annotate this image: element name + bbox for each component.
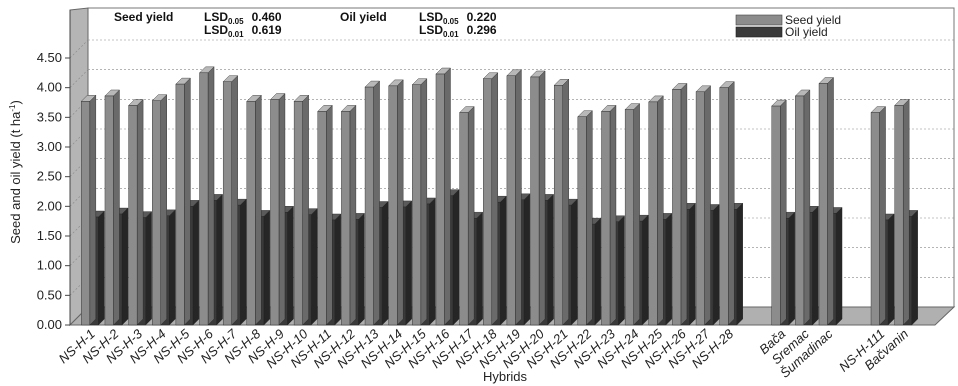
bar: [411, 78, 428, 326]
bar: [482, 72, 499, 326]
y-tick-label: 0.50: [37, 287, 62, 302]
bar: [818, 77, 834, 326]
y-axis-title-sup: -1: [8, 104, 17, 112]
bar: [553, 78, 570, 326]
bar: [459, 106, 475, 326]
lsd-sub: 0.01: [443, 30, 459, 39]
bar: [151, 94, 168, 326]
y-tick-label: 4.00: [37, 80, 62, 95]
x-axis-title: Hybrids: [483, 369, 528, 384]
legend-label-oil: Oil yield: [785, 25, 828, 39]
bar: [794, 89, 811, 326]
bar: [648, 95, 664, 326]
bar: [293, 94, 310, 326]
seed-lsd-001: LSD0.01 0.619: [204, 23, 282, 39]
legend-label-seed: Seed yield: [785, 13, 841, 27]
y-tick-label: 0.00: [37, 317, 62, 332]
bar: [771, 99, 787, 326]
seed-lsd-label: Seed yield: [114, 10, 173, 24]
y-tick-label: 1.50: [37, 228, 62, 243]
seed-lsd-005: LSD0.05 0.460: [204, 10, 282, 26]
bar: [269, 93, 286, 326]
y-tick-label: 4.50: [37, 50, 62, 65]
gridline-side: [69, 69, 89, 88]
lsd-sub: 0.05: [228, 17, 244, 26]
bar: [600, 104, 617, 326]
bar: [577, 110, 593, 326]
lsd-prefix: LSD: [419, 10, 443, 24]
y-tick-label: 3.00: [37, 139, 62, 154]
bar: [671, 82, 688, 326]
bar: [364, 80, 381, 326]
bar: [128, 98, 144, 326]
y-axis-ticks: 0.00 0.50 1.00 1.50 2.00 2.50 3.00 3.50 4.00 4.50: [37, 10, 71, 332]
bar: [624, 103, 641, 326]
bar: [222, 75, 239, 326]
lsd-prefix: LSD: [204, 23, 228, 37]
lsd-value: 0.296: [467, 23, 497, 37]
lsd-value: 0.460: [252, 10, 282, 24]
bar: [175, 77, 191, 326]
y-tick-label: 3.50: [37, 109, 62, 124]
y-axis-title: Seed and oil yield (t ha-1): [8, 100, 23, 244]
oil-lsd-label: Oil yield: [340, 10, 387, 24]
bar: [870, 106, 887, 326]
y-axis-title-end: ): [8, 100, 23, 104]
legend: Seed yield Oil yield: [735, 13, 841, 39]
legend-swatch-seed: [735, 14, 783, 26]
y-tick-label: 2.00: [37, 198, 62, 213]
y-tick-label: 2.50: [37, 169, 62, 184]
bars: [80, 66, 919, 326]
oil-lsd-005: LSD0.05 0.220: [419, 10, 497, 26]
bar: [80, 94, 97, 326]
lsd-annotation: Seed yield LSD0.05 0.460 LSD0.01 0.619 Oil…: [114, 10, 497, 39]
bar: [199, 66, 215, 326]
bar: [506, 69, 522, 326]
lsd-value: 0.220: [467, 10, 497, 24]
legend-swatch-oil: [735, 26, 783, 38]
bar: [388, 79, 404, 326]
bar: [530, 70, 546, 326]
bar: [894, 98, 910, 326]
bar: [104, 89, 120, 326]
lsd-sub: 0.01: [228, 30, 244, 39]
bar: [719, 81, 735, 326]
lsd-prefix: LSD: [204, 10, 228, 24]
oil-lsd-001: LSD0.01 0.296: [419, 23, 497, 39]
lsd-prefix: LSD: [419, 23, 443, 37]
bar: [317, 104, 333, 326]
bar: [435, 67, 451, 326]
bar: [340, 104, 357, 326]
y-axis-title-main: Seed and oil yield (t ha: [8, 111, 23, 244]
lsd-value: 0.619: [252, 23, 282, 37]
bar: [246, 94, 262, 326]
gridline-side: [69, 39, 89, 59]
lsd-sub: 0.05: [443, 17, 459, 26]
bar: [695, 85, 712, 326]
y-tick-label: 1.00: [37, 258, 62, 273]
